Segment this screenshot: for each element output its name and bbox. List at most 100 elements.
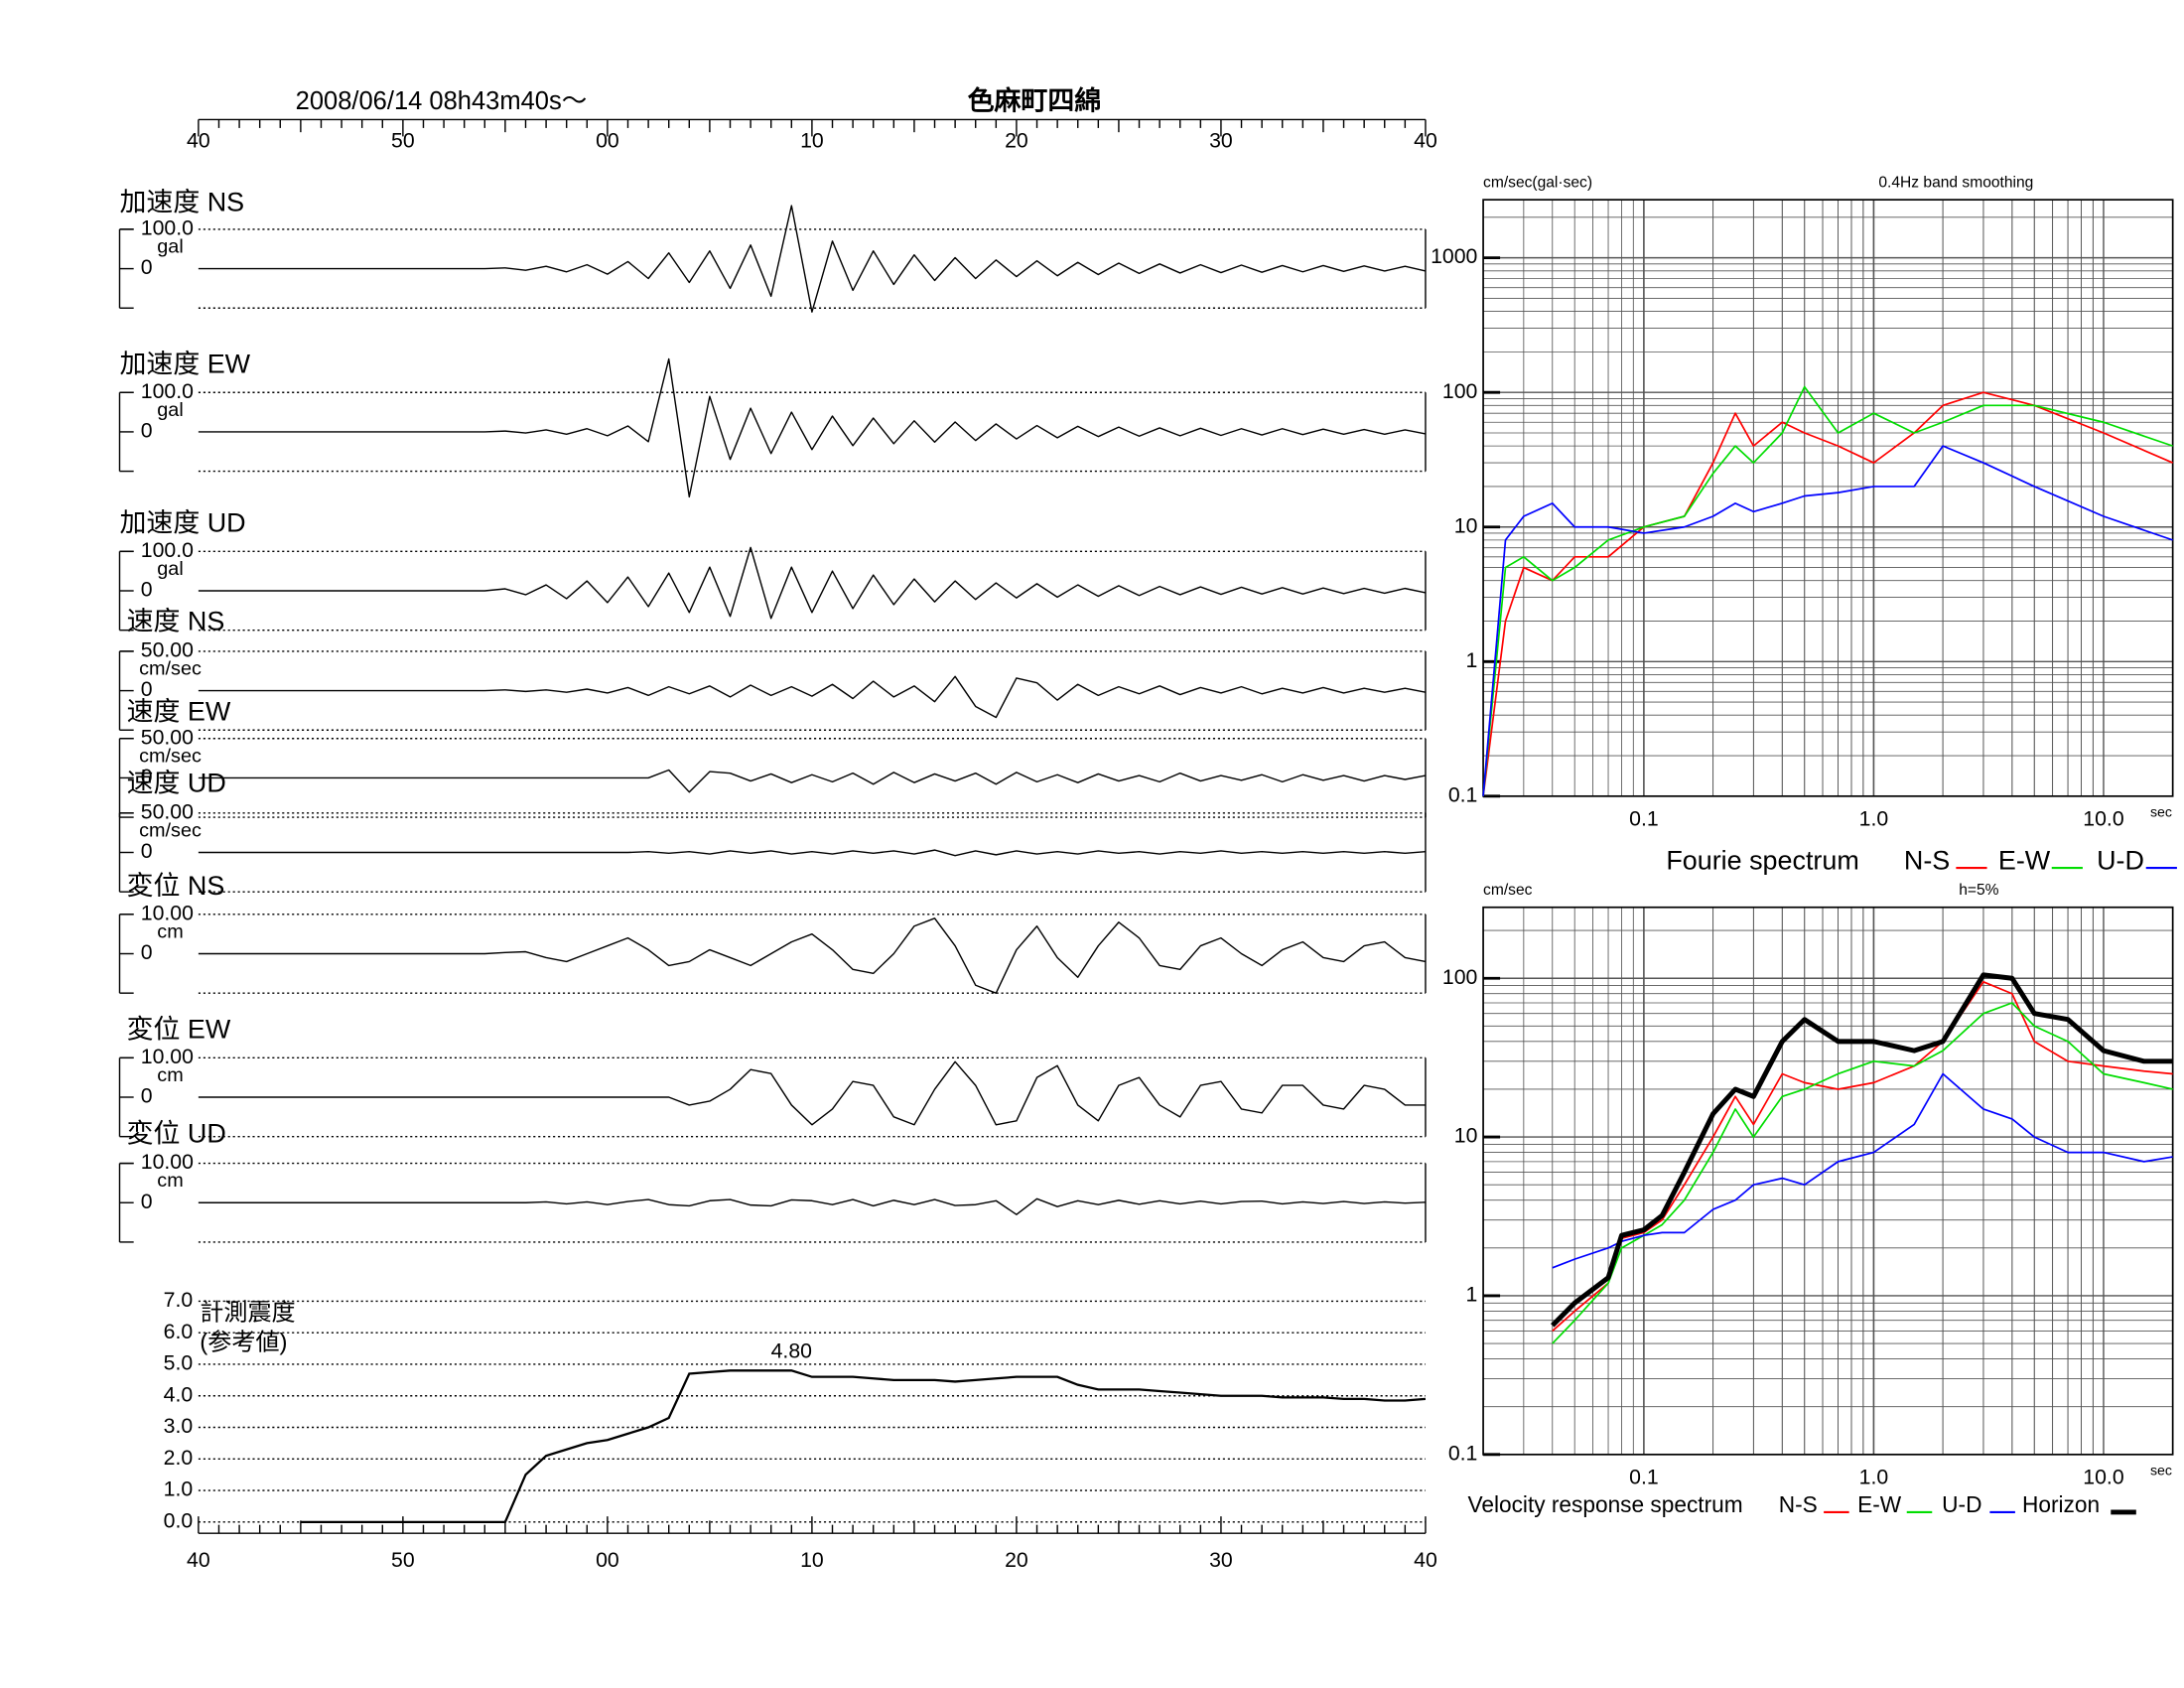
unit-label: cm bbox=[157, 920, 183, 942]
y-tick-label: 50.00 bbox=[141, 725, 194, 749]
y-tick-label: 1000 bbox=[1431, 244, 1477, 268]
trace bbox=[198, 769, 1427, 793]
trace-name: 変位 EW bbox=[127, 1015, 231, 1045]
trace bbox=[198, 1197, 1426, 1215]
y-tick-label: 0 bbox=[141, 677, 153, 701]
spectrum-line bbox=[1482, 391, 2173, 796]
trace bbox=[198, 849, 1427, 857]
x-tick-label: 50 bbox=[391, 1548, 415, 1572]
trace bbox=[198, 675, 1427, 719]
x-tick-label: 40 bbox=[1414, 129, 1437, 153]
x-tick-label: 10 bbox=[800, 129, 824, 153]
trace-name: 変位 NS bbox=[127, 871, 225, 901]
x-tick-label: 10.0 bbox=[2083, 807, 2123, 831]
y-tick-label: 0.1 bbox=[1448, 782, 1478, 806]
y-tick-label: 2.0 bbox=[164, 1446, 194, 1470]
spectrum-line bbox=[1551, 972, 2173, 1328]
trace bbox=[198, 546, 1427, 620]
trace bbox=[198, 1060, 1426, 1126]
unit-label: gal bbox=[157, 399, 183, 421]
legend-title: Fourie spectrum bbox=[1666, 846, 1858, 876]
trace-name: 加速度 EW bbox=[119, 349, 250, 378]
station: 色麻町四綿 bbox=[968, 85, 1102, 116]
y-label: 計測震度 bbox=[200, 1300, 295, 1327]
x-tick-label: 0.1 bbox=[1629, 807, 1659, 831]
y-tick-label: 0 bbox=[141, 1084, 153, 1108]
y-tick-label: 0 bbox=[141, 419, 153, 443]
trace bbox=[198, 205, 1427, 313]
x-tick-label: 1.0 bbox=[1859, 807, 1889, 831]
x-tick-label: 50 bbox=[391, 129, 415, 153]
x-tick-label: 40 bbox=[187, 1548, 210, 1572]
y-tick-label: 0 bbox=[141, 940, 153, 964]
y-tick-label: 100 bbox=[1442, 379, 1477, 403]
spectrum-line bbox=[1552, 1002, 2173, 1344]
y-tick-label: 1 bbox=[1466, 648, 1478, 672]
legend-label: N-S bbox=[1779, 1491, 1818, 1517]
trace-name: 加速度 UD bbox=[119, 508, 245, 538]
y-tick-label: 100.0 bbox=[141, 538, 194, 562]
y-tick-label: 10 bbox=[1454, 1124, 1478, 1148]
y-tick-label: 1.0 bbox=[164, 1477, 194, 1501]
plot-frame bbox=[1482, 199, 2174, 797]
legend-label: E-W bbox=[1998, 846, 2051, 876]
y-tick-label: 0 bbox=[141, 255, 153, 279]
unit-label: cm/sec bbox=[139, 745, 202, 767]
x-unit: sec bbox=[2150, 1464, 2172, 1479]
x-tick-label: 1.0 bbox=[1859, 1466, 1889, 1489]
x-tick-label: 00 bbox=[596, 129, 619, 153]
y-tick-label: 10.00 bbox=[141, 1150, 194, 1174]
trace bbox=[198, 357, 1427, 498]
y-tick-label: 5.0 bbox=[164, 1351, 194, 1375]
x-tick-label: 00 bbox=[596, 1548, 619, 1572]
note: h=5% bbox=[1959, 882, 1998, 899]
y-label: (参考値) bbox=[200, 1329, 287, 1355]
legend-label: U-D bbox=[1942, 1491, 1981, 1517]
trace-name: 速度 UD bbox=[127, 769, 226, 798]
x-tick-label: 40 bbox=[1414, 1548, 1437, 1572]
x-unit: sec bbox=[2150, 805, 2172, 821]
unit-label: gal bbox=[157, 558, 183, 580]
note: 0.4Hz band smoothing bbox=[1878, 174, 2033, 191]
y-tick-label: 1 bbox=[1466, 1283, 1478, 1307]
y-tick-label: 50.00 bbox=[141, 799, 194, 823]
y-tick-label: 6.0 bbox=[164, 1320, 194, 1343]
spectrum-line bbox=[1482, 445, 2173, 796]
trace-name: 変位 UD bbox=[127, 1118, 226, 1148]
y-tick-label: 7.0 bbox=[164, 1288, 194, 1312]
y-tick-label: 3.0 bbox=[164, 1414, 194, 1438]
y-tick-label: 100 bbox=[1442, 965, 1477, 989]
spectrum-line bbox=[1552, 1072, 2173, 1269]
y-tick-label: 0 bbox=[141, 839, 153, 863]
trace bbox=[198, 917, 1427, 994]
unit-label: cm/sec bbox=[139, 658, 202, 680]
spectrum-line bbox=[1552, 980, 2173, 1333]
y-tick-label: 0 bbox=[141, 765, 153, 788]
y-unit: cm/sec(gal·sec) bbox=[1483, 174, 1592, 191]
y-tick-label: 0.0 bbox=[164, 1508, 194, 1532]
x-tick-label: 10.0 bbox=[2083, 1466, 2123, 1489]
legend-label: Horizon bbox=[2022, 1491, 2100, 1517]
y-tick-label: 10.00 bbox=[141, 901, 194, 924]
y-tick-label: 50.00 bbox=[141, 638, 194, 662]
legend-label: N-S bbox=[1904, 846, 1950, 876]
x-tick-label: 10 bbox=[800, 1548, 824, 1572]
y-tick-label: 100.0 bbox=[141, 216, 194, 240]
unit-label: cm/sec bbox=[139, 819, 202, 841]
x-tick-label: 30 bbox=[1209, 1548, 1233, 1572]
title: 2008/06/14 08h43m40s〜 bbox=[296, 87, 588, 115]
y-tick-label: 100.0 bbox=[141, 379, 194, 403]
trace-name: 速度 EW bbox=[127, 696, 231, 726]
plot-frame bbox=[1482, 906, 2174, 1456]
annotation: 4.80 bbox=[771, 1339, 812, 1363]
trace-name: 加速度 NS bbox=[119, 188, 244, 217]
y-tick-label: 0.1 bbox=[1448, 1441, 1478, 1465]
y-tick-label: 0 bbox=[141, 1190, 153, 1213]
spectrum-line bbox=[1482, 385, 2173, 796]
y-tick-label: 0 bbox=[141, 578, 153, 602]
y-tick-label: 4.0 bbox=[164, 1382, 194, 1406]
y-tick-label: 10 bbox=[1454, 513, 1478, 537]
trace-name: 速度 NS bbox=[127, 607, 225, 636]
